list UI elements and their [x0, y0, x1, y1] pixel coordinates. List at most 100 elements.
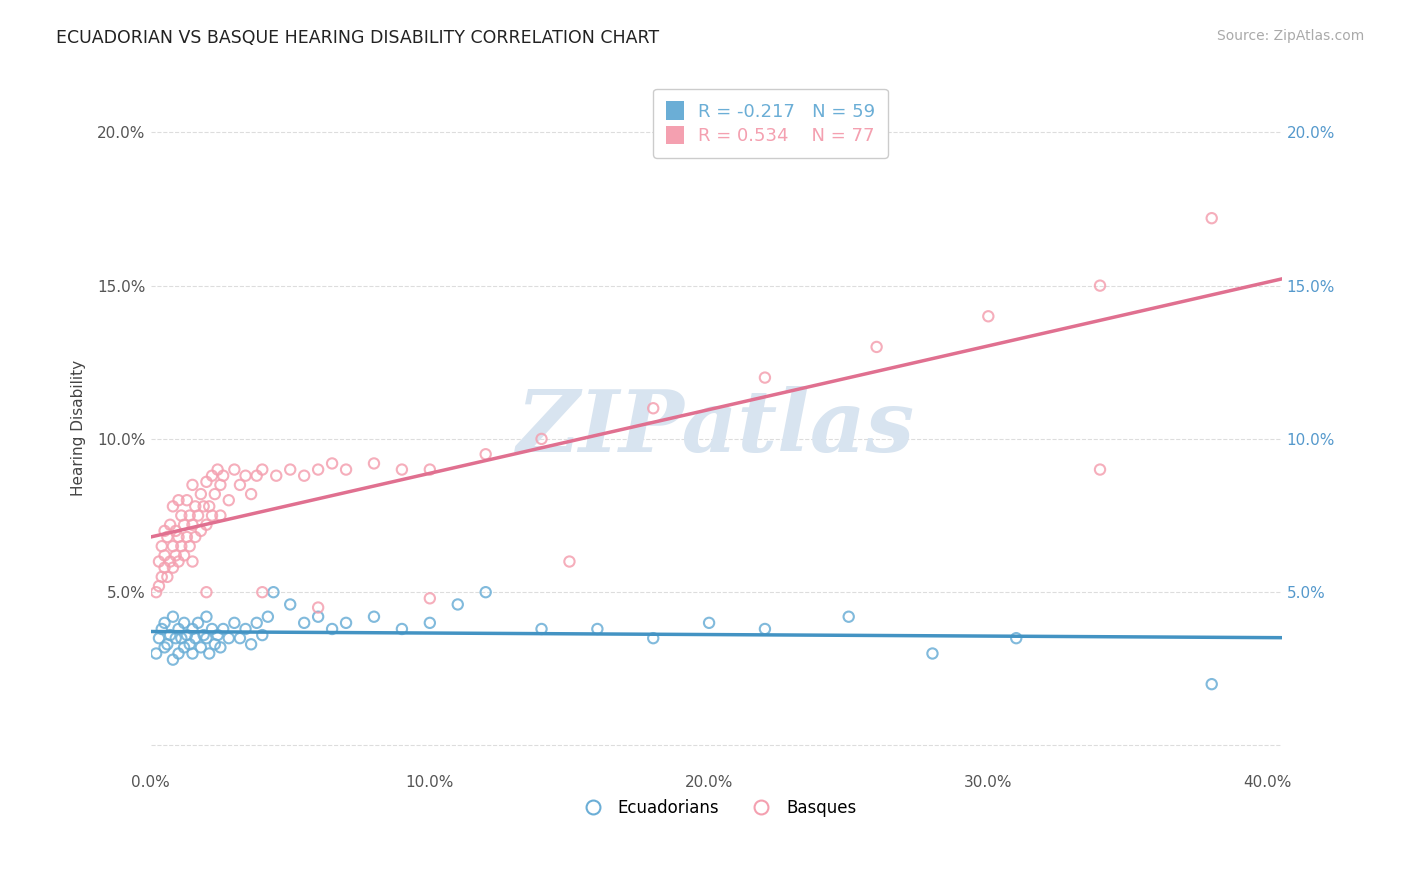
Point	[252, 462, 274, 476]
Point	[335, 615, 357, 630]
Y-axis label: Hearing Disability: Hearing Disability	[72, 360, 86, 496]
Point	[278, 598, 301, 612]
Point	[257, 609, 280, 624]
Point	[240, 637, 263, 651]
Point	[148, 631, 170, 645]
Point	[198, 647, 221, 661]
Point	[173, 615, 195, 630]
Point	[176, 628, 198, 642]
Point	[195, 517, 218, 532]
Point	[165, 631, 187, 645]
Point	[252, 585, 274, 599]
Point	[173, 640, 195, 655]
Point	[179, 637, 201, 651]
Point	[162, 539, 184, 553]
Point	[170, 508, 193, 523]
Point	[162, 609, 184, 624]
Point	[530, 622, 553, 636]
Point	[447, 598, 470, 612]
Point	[262, 585, 284, 599]
Text: Source: ZipAtlas.com: Source: ZipAtlas.com	[1216, 29, 1364, 43]
Text: ECUADORIAN VS BASQUE HEARING DISABILITY CORRELATION CHART: ECUADORIAN VS BASQUE HEARING DISABILITY …	[56, 29, 659, 46]
Point	[153, 640, 176, 655]
Point	[204, 637, 226, 651]
Point	[195, 585, 218, 599]
Point	[212, 622, 235, 636]
Point	[218, 631, 240, 645]
Point	[156, 637, 179, 651]
Point	[391, 462, 413, 476]
Point	[167, 493, 190, 508]
Point	[224, 462, 246, 476]
Point	[165, 549, 187, 563]
Point	[278, 462, 301, 476]
Point	[235, 468, 257, 483]
Point	[209, 478, 232, 492]
Point	[153, 615, 176, 630]
Point	[184, 530, 207, 544]
Point	[153, 560, 176, 574]
Point	[643, 401, 665, 416]
Point	[190, 640, 212, 655]
Point	[335, 462, 357, 476]
Point	[150, 622, 173, 636]
Point	[246, 468, 269, 483]
Point	[181, 555, 204, 569]
Point	[201, 468, 224, 483]
Text: ZIPatlas: ZIPatlas	[517, 386, 915, 470]
Point	[153, 549, 176, 563]
Point	[307, 609, 329, 624]
Point	[643, 631, 665, 645]
Point	[264, 468, 287, 483]
Point	[167, 622, 190, 636]
Point	[209, 640, 232, 655]
Point	[195, 631, 218, 645]
Point	[167, 530, 190, 544]
Point	[184, 631, 207, 645]
Point	[181, 647, 204, 661]
Point	[165, 524, 187, 538]
Point	[209, 508, 232, 523]
Point	[1088, 462, 1111, 476]
Point	[150, 539, 173, 553]
Point	[419, 591, 441, 606]
Point	[173, 517, 195, 532]
Point	[235, 622, 257, 636]
Point	[162, 500, 184, 514]
Point	[754, 370, 776, 384]
Point	[252, 628, 274, 642]
Point	[838, 609, 860, 624]
Point	[754, 622, 776, 636]
Point	[167, 647, 190, 661]
Point	[193, 628, 215, 642]
Point	[292, 615, 315, 630]
Point	[204, 487, 226, 501]
Point	[419, 615, 441, 630]
Point	[977, 310, 1000, 324]
Point	[1201, 677, 1223, 691]
Point	[190, 487, 212, 501]
Point	[162, 653, 184, 667]
Point	[148, 555, 170, 569]
Point	[229, 631, 252, 645]
Point	[181, 517, 204, 532]
Point	[159, 517, 181, 532]
Point	[530, 432, 553, 446]
Point	[207, 628, 229, 642]
Point	[921, 647, 943, 661]
Point	[229, 478, 252, 492]
Point	[159, 628, 181, 642]
Point	[170, 539, 193, 553]
Point	[419, 462, 441, 476]
Point	[224, 615, 246, 630]
Point	[307, 600, 329, 615]
Point	[558, 555, 581, 569]
Point	[145, 585, 167, 599]
Point	[181, 622, 204, 636]
Point	[1005, 631, 1028, 645]
Point	[150, 570, 173, 584]
Point	[246, 615, 269, 630]
Point	[201, 508, 224, 523]
Point	[391, 622, 413, 636]
Point	[179, 508, 201, 523]
